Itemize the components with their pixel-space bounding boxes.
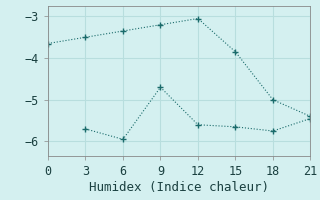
X-axis label: Humidex (Indice chaleur): Humidex (Indice chaleur)	[89, 181, 269, 194]
